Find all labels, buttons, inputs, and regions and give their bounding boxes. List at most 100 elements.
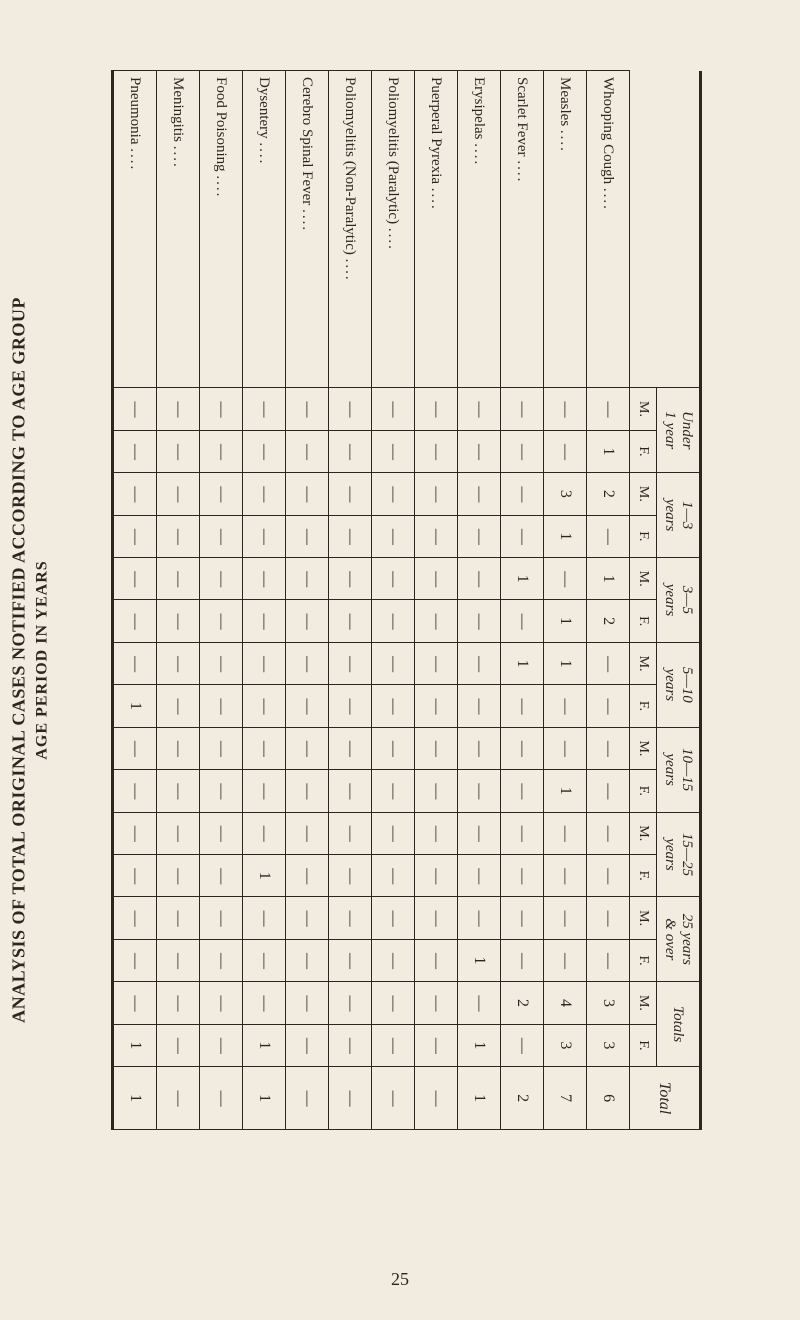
cell: — (286, 388, 329, 430)
cell: — (243, 685, 286, 727)
cell: — (458, 515, 501, 557)
cell: — (329, 430, 372, 472)
cell: 1 (243, 854, 286, 896)
cell: — (329, 388, 372, 430)
cell: — (329, 897, 372, 939)
cell: — (113, 897, 157, 939)
sex-label-f: F. (630, 770, 657, 812)
table-row: Pneumonia ....———————1———————11 (113, 71, 157, 1130)
cell: — (415, 770, 458, 812)
cell: — (113, 939, 157, 981)
cell: — (157, 727, 200, 769)
totals-header: Totals (657, 982, 701, 1067)
cell: — (329, 727, 372, 769)
cell: — (501, 600, 544, 642)
cell: 1 (113, 685, 157, 727)
cell: — (372, 515, 415, 557)
cell: — (200, 727, 243, 769)
age-group-header: 15—25years (657, 812, 701, 897)
title-sub: AGE PERIOD IN YEARS (34, 297, 52, 1023)
cell: 1 (587, 558, 630, 600)
cell: — (286, 430, 329, 472)
cases-table: Under1 year1—3years3—5years5—10years10—1… (111, 70, 702, 1130)
cell: — (157, 854, 200, 896)
sex-label-m: M. (630, 982, 657, 1024)
cell: — (157, 388, 200, 430)
cell-subtotal: 1 (458, 1024, 501, 1066)
cell: — (587, 812, 630, 854)
cell: — (587, 727, 630, 769)
cell-total: — (372, 1067, 415, 1130)
cell: — (200, 770, 243, 812)
cell: — (286, 515, 329, 557)
cell: — (501, 897, 544, 939)
cell: — (243, 388, 286, 430)
sex-label-m: M. (630, 388, 657, 430)
table-row: Poliomyelitis (Paralytic) ....——————————… (372, 71, 415, 1130)
cell: — (544, 430, 587, 472)
cell: — (544, 685, 587, 727)
cell: 1 (544, 642, 587, 684)
table-row: Cerebro Spinal Fever ....———————————————… (286, 71, 329, 1130)
cell: — (243, 558, 286, 600)
table-row: Scarlet Fever ....————1—1———————2—2 (501, 71, 544, 1130)
cell: — (587, 939, 630, 981)
title-main: ANALYSIS OF TOTAL ORIGINAL CASES NOTIFIE… (9, 297, 29, 1023)
cell: — (329, 558, 372, 600)
cell-subtotal: 1 (113, 1024, 157, 1066)
cell: — (113, 600, 157, 642)
cell: — (113, 812, 157, 854)
cell: — (458, 642, 501, 684)
cell: — (329, 473, 372, 515)
sex-label-m: M. (630, 897, 657, 939)
cell: — (458, 897, 501, 939)
cell: — (157, 515, 200, 557)
cell-subtotal: — (329, 982, 372, 1024)
cell: — (200, 685, 243, 727)
page-number: 25 (0, 1269, 800, 1290)
cell: — (415, 430, 458, 472)
table-row: Measles ....——31—11——1————437 (544, 71, 587, 1130)
age-group-header: Under1 year (657, 388, 701, 473)
age-group-header: 5—10years (657, 642, 701, 727)
age-group-header: 1—3years (657, 473, 701, 558)
cell: — (157, 812, 200, 854)
cell: — (415, 727, 458, 769)
sex-label-f: F. (630, 515, 657, 557)
cell: — (113, 727, 157, 769)
cell-subtotal: — (157, 1024, 200, 1066)
cell: — (329, 600, 372, 642)
cell: — (372, 727, 415, 769)
cell: — (372, 430, 415, 472)
cell: — (286, 854, 329, 896)
cell: — (458, 727, 501, 769)
cell: — (415, 854, 458, 896)
cell-subtotal: — (501, 1024, 544, 1066)
disease-name: Measles .... (544, 71, 587, 388)
cell: — (501, 515, 544, 557)
disease-name: Erysipelas .... (458, 71, 501, 388)
cell-subtotal: — (113, 982, 157, 1024)
table-row: Erysipelas ....—————————————1—11 (458, 71, 501, 1130)
cell: 3 (544, 473, 587, 515)
cell: — (415, 897, 458, 939)
sex-label-m: M. (630, 642, 657, 684)
cell: — (372, 897, 415, 939)
cell: — (587, 388, 630, 430)
cell-subtotal: — (286, 1024, 329, 1066)
cell: — (200, 388, 243, 430)
cell: — (415, 515, 458, 557)
cell: — (372, 388, 415, 430)
cell: — (372, 770, 415, 812)
cell: — (243, 897, 286, 939)
cell-subtotal: 3 (544, 1024, 587, 1066)
cell-total: 1 (113, 1067, 157, 1130)
cell: — (286, 897, 329, 939)
cell: 1 (587, 430, 630, 472)
cell: — (200, 430, 243, 472)
cell: — (458, 812, 501, 854)
cell: — (286, 473, 329, 515)
cell: — (372, 812, 415, 854)
cell-subtotal: — (200, 1024, 243, 1066)
cell-subtotal: — (243, 982, 286, 1024)
